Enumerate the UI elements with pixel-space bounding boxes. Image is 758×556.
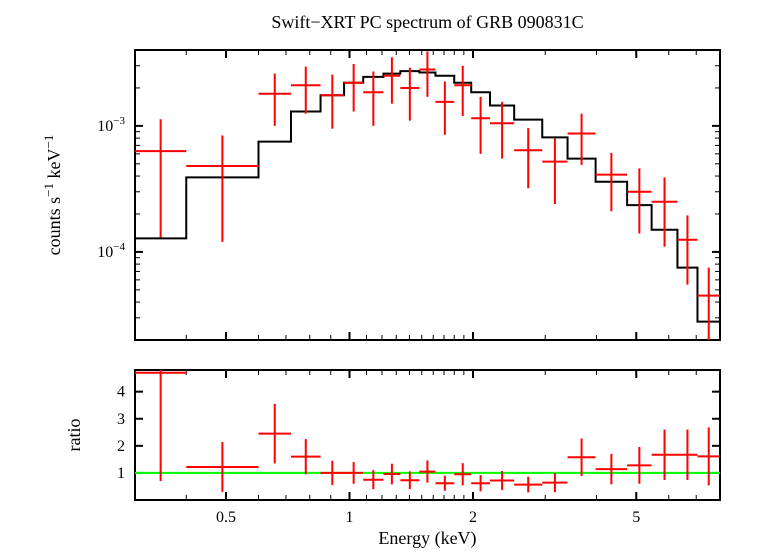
svg-text:0.5: 0.5 (216, 509, 236, 526)
svg-text:1: 1 (346, 509, 354, 526)
svg-text:2: 2 (117, 438, 125, 455)
svg-text:3: 3 (117, 411, 125, 428)
svg-text:1: 1 (117, 465, 125, 482)
svg-text:Swift−XRT PC spectrum of GRB 0: Swift−XRT PC spectrum of GRB 090831C (271, 12, 583, 32)
spectrum-chart: Swift−XRT PC spectrum of GRB 090831C 0.5 1… (0, 0, 758, 556)
svg-text:10−3: 10−3 (97, 115, 125, 135)
svg-text:4: 4 (117, 384, 125, 401)
svg-text:Energy (keV): Energy (keV) (378, 528, 476, 549)
svg-text:2: 2 (469, 509, 477, 526)
svg-text:10−4: 10−4 (97, 241, 125, 261)
svg-text:5: 5 (632, 509, 640, 526)
svg-text:ratio: ratio (64, 419, 84, 452)
svg-text:counts s−1 keV−1: counts s−1 keV−1 (41, 135, 64, 256)
chart-container: Swift−XRT PC spectrum of GRB 090831C 0.5 1… (0, 0, 758, 556)
